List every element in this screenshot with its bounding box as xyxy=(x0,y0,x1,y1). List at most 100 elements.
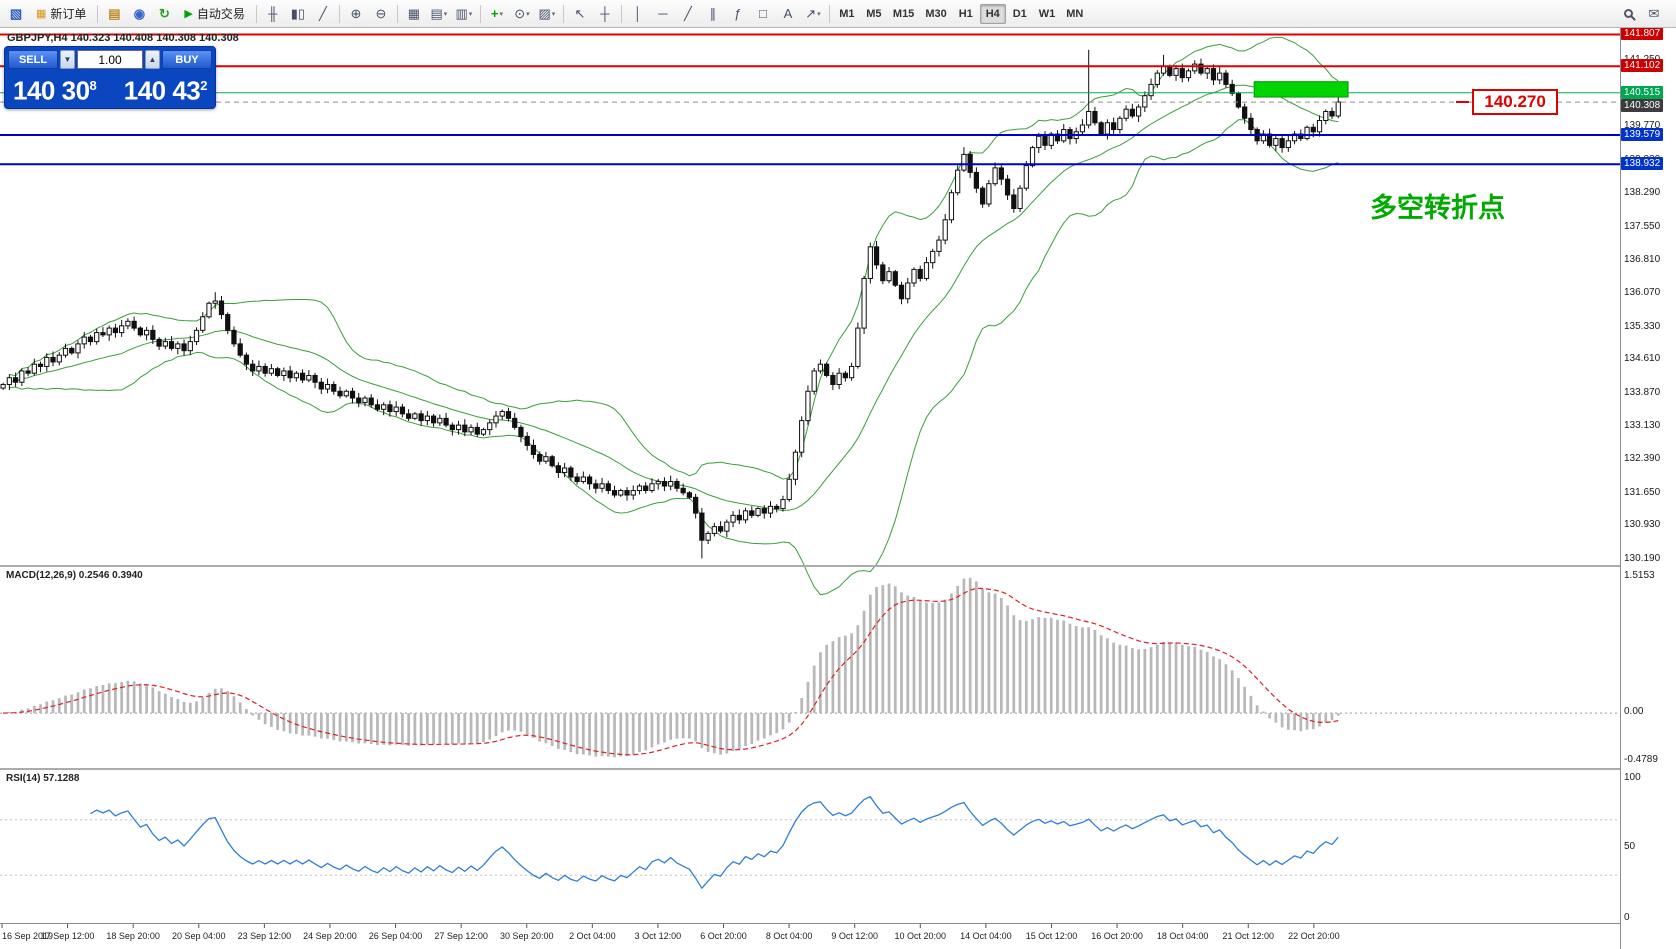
periods-icon: ⊙ xyxy=(514,5,526,21)
fibonacci-icon: ƒ xyxy=(734,6,742,21)
price-scale-label: 136.810 xyxy=(1624,253,1661,265)
time-label: 6 Oct 20:00 xyxy=(700,931,747,941)
turning-point-note[interactable]: 多空转折点 xyxy=(1370,192,1505,223)
toolbar-right-group: ✉ xyxy=(1616,3,1672,25)
equidistant-channel-icon: ∥ xyxy=(709,5,717,21)
chart-canvas[interactable] xyxy=(0,0,1620,949)
templates-button[interactable]: ▨ ▾ xyxy=(535,3,559,25)
zoom-out-button[interactable]: ⊖ xyxy=(369,3,393,25)
buy-button[interactable]: BUY xyxy=(162,50,212,69)
chart-profile-button[interactable]: ▥ ▾ xyxy=(452,3,476,25)
panel-separator[interactable] xyxy=(0,768,1676,770)
macd-scale-label: 1.5153 xyxy=(1624,570,1655,581)
navigator-icon-button[interactable]: ◉ xyxy=(127,3,151,25)
timeframe-m1-button[interactable]: M1 xyxy=(834,4,860,24)
timeframe-mn-button[interactable]: MN xyxy=(1061,4,1088,24)
line-chart-button[interactable]: ╱ xyxy=(311,3,335,25)
indicators-button[interactable]: + ▾ xyxy=(485,3,509,25)
buy-price[interactable]: 140 432 xyxy=(124,72,208,105)
autotrading-button[interactable]: ▶ 自动交易 xyxy=(177,3,251,25)
time-label: 16 Sep 2019 xyxy=(2,931,54,941)
candlestick-chart-icon: ▮▯ xyxy=(290,5,306,21)
price-scale-label: 133.870 xyxy=(1624,386,1661,398)
periods-button[interactable]: ⊙ ▾ xyxy=(510,3,534,25)
horizontal-line-button[interactable]: ─ xyxy=(651,3,675,25)
toolbar-separator xyxy=(562,4,564,23)
volume-increment-button[interactable]: ▲ xyxy=(145,50,160,69)
axis-separator xyxy=(0,923,1676,924)
refresh-icon: ↻ xyxy=(158,5,170,21)
horizontal-line-icon: ─ xyxy=(658,6,668,21)
new-order-button-label: 新订单 xyxy=(50,7,87,21)
autotrading-button-label: 自动交易 xyxy=(196,7,245,21)
macd-scale-label: -0.4789 xyxy=(1624,754,1658,765)
autotrading-play-icon: ▶ xyxy=(184,8,193,20)
time-label: 22 Oct 20:00 xyxy=(1288,931,1340,941)
chart-profile-icon: ▥ xyxy=(455,5,468,21)
time-label: 2 Oct 04:00 xyxy=(569,931,616,941)
price-marker-label: 138.932 xyxy=(1621,157,1664,171)
cursor-button[interactable]: ↖ xyxy=(568,3,592,25)
price-callout[interactable]: 140.270 xyxy=(1456,88,1558,115)
toolbar: ▧ ▦ 新订单 ▤ ◉ ↻ ▶ 自动交易 ╫ ▮▯ ╱ ⊕ ⊖ ▦ ▤ ▾ ▥ ▾ + ▾ ⊙ ▾ ▨ ▾ ↖ ┼ │ ─ ╱ ∥ ƒ □ A ↗… xyxy=(0,0,1676,28)
arrows-button[interactable]: ↗ ▾ xyxy=(801,3,825,25)
timeframe-m30-button[interactable]: M30 xyxy=(920,4,951,24)
toolbar-separator xyxy=(338,4,340,23)
time-label: 16 Oct 20:00 xyxy=(1091,931,1143,941)
time-label: 30 Sep 20:00 xyxy=(499,931,554,941)
chat-button[interactable]: ✉ xyxy=(1642,3,1666,25)
toolbar-separator xyxy=(396,4,398,23)
timeframe-m5-button[interactable]: M5 xyxy=(861,4,887,24)
time-axis[interactable]: 16 Sep 2019 17 Sep 12:00 18 Sep 20:00 20 Se… xyxy=(0,925,1620,949)
volume-input[interactable] xyxy=(77,50,143,69)
price-scale-label: 139.770 xyxy=(1624,120,1661,132)
volume-decrement-button[interactable]: ▼ xyxy=(60,50,75,69)
zoom-in-button[interactable]: ⊕ xyxy=(344,3,368,25)
sell-button[interactable]: SELL xyxy=(8,50,58,69)
vertical-line-button[interactable]: │ xyxy=(626,3,650,25)
shapes-icon: □ xyxy=(758,6,767,21)
panel-separator[interactable] xyxy=(0,565,1676,567)
toolbar-separator xyxy=(828,4,830,23)
time-label: 14 Oct 04:00 xyxy=(960,931,1012,941)
sell-price[interactable]: 140 308 xyxy=(13,72,97,106)
search-button[interactable] xyxy=(1616,3,1640,25)
dropdown-caret: ▾ xyxy=(499,10,503,18)
refresh-icon-button[interactable]: ↻ xyxy=(152,3,176,25)
market-watch-icon-button[interactable]: ▤ xyxy=(102,3,126,25)
app-icon-button[interactable]: ▧ xyxy=(4,3,28,25)
timeframe-m15-button[interactable]: M15 xyxy=(888,4,919,24)
dropdown-caret: ▾ xyxy=(526,10,530,18)
time-label: 18 Oct 04:00 xyxy=(1156,931,1209,941)
trendline-button[interactable]: ╱ xyxy=(676,3,700,25)
bars-chart-button[interactable]: ╫ xyxy=(261,3,285,25)
one-click-trading-panel: SELL ▼ ▲ BUY 140 308 140 432 xyxy=(4,46,216,109)
timeframe-h1-button[interactable]: H1 xyxy=(953,4,979,24)
equidistant-channel-button[interactable]: ∥ xyxy=(701,3,725,25)
text-button[interactable]: A xyxy=(776,3,800,25)
shapes-button[interactable]: □ xyxy=(751,3,775,25)
timeframe-h4-button[interactable]: H4 xyxy=(979,3,1006,24)
tile-windows-button[interactable]: ▦ xyxy=(402,3,426,25)
time-label: 23 Sep 12:00 xyxy=(237,931,292,941)
time-label: 21 Oct 12:00 xyxy=(1222,931,1275,941)
price-scale[interactable]: 141.250139.770139.030138.290137.550136.8… xyxy=(1620,27,1676,949)
sell-price-main: 140 30 xyxy=(13,75,90,106)
time-label: 24 Sep 20:00 xyxy=(303,931,357,941)
callout-text: 140.270 xyxy=(1472,88,1558,115)
rsi-scale-label: 100 xyxy=(1624,772,1641,783)
sell-price-pip: 8 xyxy=(89,78,97,93)
dropdown-caret: ▾ xyxy=(817,10,821,18)
candlestick-chart-button[interactable]: ▮▯ xyxy=(286,3,310,25)
new-chart-button[interactable]: ▤ ▾ xyxy=(427,3,451,25)
toolbar-separator xyxy=(620,4,622,23)
rsi-scale-label: 0 xyxy=(1624,912,1630,923)
macd-scale-label: 0.00 xyxy=(1624,706,1644,718)
new-order-button[interactable]: ▦ 新订单 xyxy=(29,3,93,25)
timeframe-d1-button[interactable]: D1 xyxy=(1007,4,1033,24)
timeframe-w1-button[interactable]: W1 xyxy=(1034,4,1061,24)
time-label: 3 Oct 12:00 xyxy=(634,931,682,941)
time-label: 20 Sep 04:00 xyxy=(171,931,226,941)
fibonacci-button[interactable]: ƒ xyxy=(726,3,750,25)
crosshair-button[interactable]: ┼ xyxy=(593,3,617,25)
